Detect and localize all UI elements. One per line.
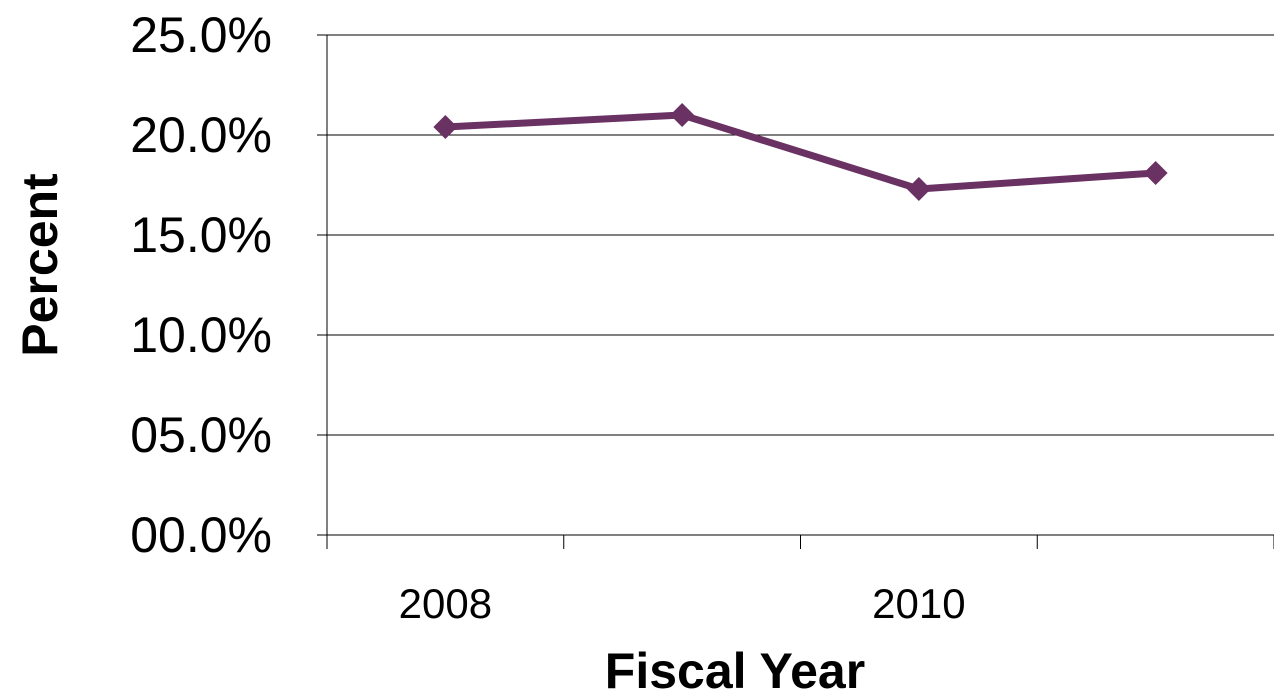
axes — [326, 35, 1274, 536]
y-tick-label: 05.0% — [130, 407, 272, 463]
data-point-marker — [906, 177, 931, 201]
y-tick-label: 25.0% — [130, 7, 272, 63]
y-tick-label: 10.0% — [130, 307, 272, 363]
data-point-marker — [670, 103, 695, 127]
x-axis-title: Fiscal Year — [605, 643, 865, 695]
series-line — [441, 111, 1160, 193]
x-tick-label: 2008 — [399, 580, 492, 627]
x-axis-ticks: 2008 2010 — [326, 535, 1274, 627]
y-axis-title: Percent — [12, 173, 68, 357]
y-tick-label: 00.0% — [130, 507, 272, 563]
y-tick-label: 20.0% — [130, 107, 272, 163]
x-tick-label: 2010 — [872, 580, 965, 627]
data-point-marker — [1143, 161, 1168, 185]
data-point-marker — [433, 115, 458, 139]
y-axis-ticks: 00.0% 05.0% 10.0% 15.0% 20.0% 25.0% — [130, 7, 327, 563]
y-tick-label: 15.0% — [130, 207, 272, 263]
gridlines — [327, 34, 1274, 436]
series-layer — [433, 103, 1168, 201]
